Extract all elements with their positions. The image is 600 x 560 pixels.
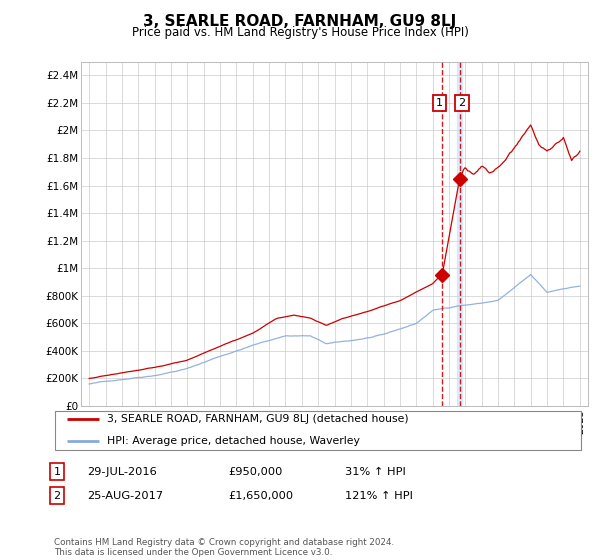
- Text: HPI: Average price, detached house, Waverley: HPI: Average price, detached house, Wave…: [107, 436, 359, 446]
- Bar: [457, 62, 462, 406]
- Text: 3, SEARLE ROAD, FARNHAM, GU9 8LJ: 3, SEARLE ROAD, FARNHAM, GU9 8LJ: [143, 14, 457, 29]
- Text: £1,650,000: £1,650,000: [228, 491, 293, 501]
- Text: 29-JUL-2016: 29-JUL-2016: [87, 466, 157, 477]
- Text: 3, SEARLE ROAD, FARNHAM, GU9 8LJ (detached house): 3, SEARLE ROAD, FARNHAM, GU9 8LJ (detach…: [107, 414, 409, 424]
- Text: 1: 1: [436, 98, 443, 108]
- Text: 121% ↑ HPI: 121% ↑ HPI: [345, 491, 413, 501]
- Text: 2: 2: [53, 491, 61, 501]
- Text: 31% ↑ HPI: 31% ↑ HPI: [345, 466, 406, 477]
- Text: 25-AUG-2017: 25-AUG-2017: [87, 491, 163, 501]
- Text: £950,000: £950,000: [228, 466, 283, 477]
- Text: 1: 1: [53, 466, 61, 477]
- FancyBboxPatch shape: [55, 411, 581, 450]
- Text: Contains HM Land Registry data © Crown copyright and database right 2024.
This d: Contains HM Land Registry data © Crown c…: [54, 538, 394, 557]
- Text: 2: 2: [458, 98, 466, 108]
- Text: Price paid vs. HM Land Registry's House Price Index (HPI): Price paid vs. HM Land Registry's House …: [131, 26, 469, 39]
